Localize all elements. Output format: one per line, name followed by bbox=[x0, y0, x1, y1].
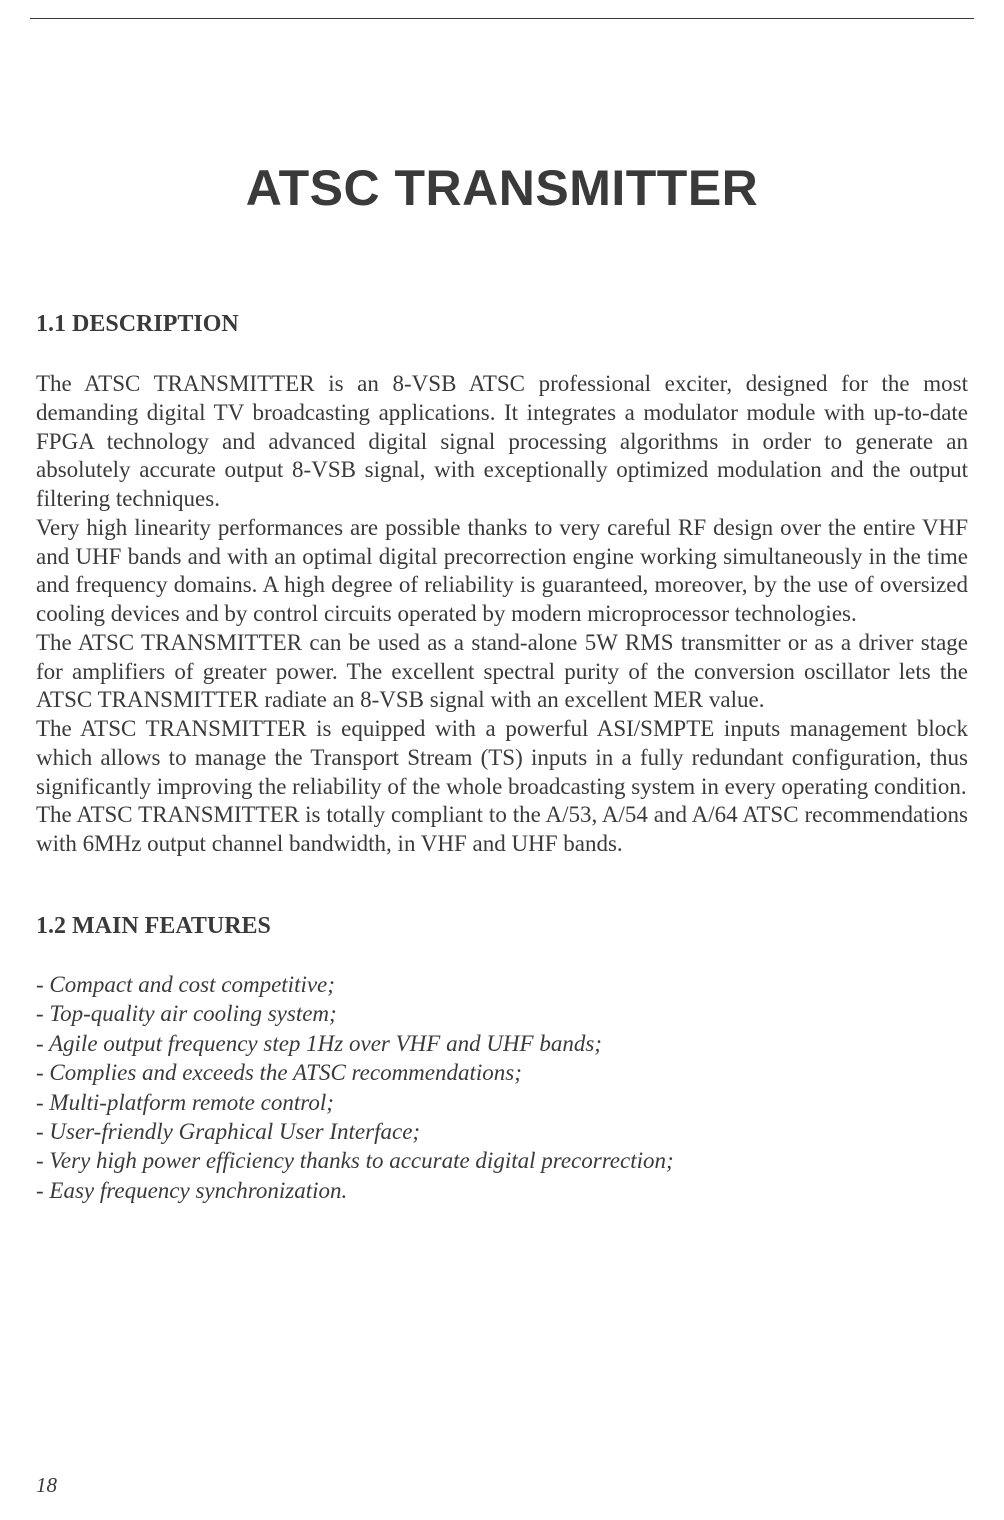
section-heading-features: 1.2 MAIN FEATURES bbox=[36, 913, 968, 940]
feature-item: - Very high power efficiency thanks to a… bbox=[36, 1146, 968, 1175]
feature-item: - User-friendly Graphical User Interface… bbox=[36, 1117, 968, 1146]
page-title: ATSC TRANSMITTER bbox=[36, 159, 968, 217]
description-paragraph: The ATSC TRANSMITTER can be used as a st… bbox=[36, 630, 968, 713]
page-content: ATSC TRANSMITTER 1.1 DESCRIPTION The ATS… bbox=[0, 159, 1004, 1205]
features-list: - Compact and cost competitive; - Top-qu… bbox=[36, 970, 968, 1206]
feature-item: - Complies and exceeds the ATSC recommen… bbox=[36, 1058, 968, 1087]
feature-item: - Compact and cost competitive; bbox=[36, 970, 968, 999]
description-paragraph: The ATSC TRANSMITTER is totally complian… bbox=[36, 802, 968, 856]
description-paragraph: Very high linearity performances are pos… bbox=[36, 515, 968, 626]
feature-item: - Agile output frequency step 1Hz over V… bbox=[36, 1029, 968, 1058]
page-number: 18 bbox=[36, 1473, 57, 1498]
feature-item: - Easy frequency synchronization. bbox=[36, 1176, 968, 1205]
top-horizontal-rule bbox=[30, 18, 974, 19]
feature-item: - Top-quality air cooling system; bbox=[36, 999, 968, 1028]
description-body: The ATSC TRANSMITTER is an 8-VSB ATSC pr… bbox=[36, 370, 968, 859]
section-heading-description: 1.1 DESCRIPTION bbox=[36, 311, 968, 338]
description-paragraph: The ATSC TRANSMITTER is equipped with a … bbox=[36, 716, 968, 799]
feature-item: - Multi-platform remote control; bbox=[36, 1088, 968, 1117]
description-paragraph: The ATSC TRANSMITTER is an 8-VSB ATSC pr… bbox=[36, 371, 968, 511]
